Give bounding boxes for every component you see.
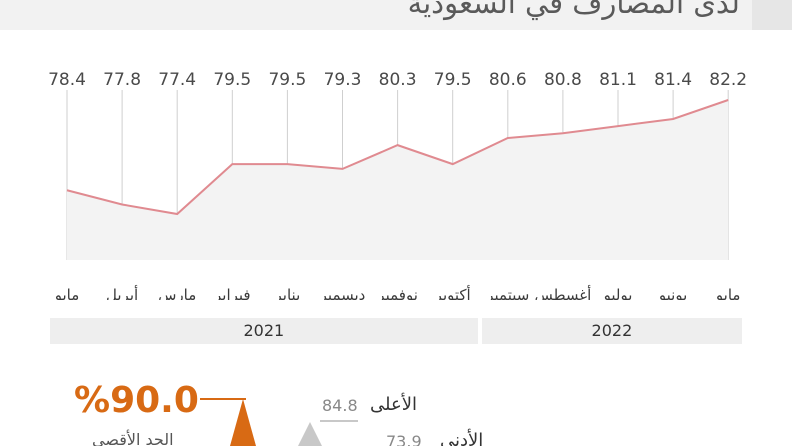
value-label: 79.3 [324, 70, 362, 90]
high-label: الأعلى [370, 394, 417, 415]
month-label: يونيو [658, 286, 687, 300]
month-labels: مايو أبريل مارس فبراير يناير ديسمبر نوفمبر أكتو… [54, 285, 741, 300]
title-strip: لدى المصارف في السعودية [0, 0, 792, 30]
value-label: 77.8 [103, 70, 141, 90]
value-label: 82.2 [709, 70, 747, 90]
month-label: أغسطس [534, 285, 591, 300]
low-label: الأدنى [440, 430, 484, 446]
stats-shapes [200, 398, 358, 446]
month-label: سبتمبر [485, 286, 529, 300]
range-triangle-icon [298, 422, 322, 446]
month-label: يناير [274, 286, 301, 300]
month-label: أكتوبر [434, 285, 471, 300]
low-value: 73.9 [386, 432, 422, 446]
stats-panel: %90.0 الحد الأقصى 84.8 الأعلى 73.9 الأدن… [0, 380, 792, 446]
value-label: 81.1 [599, 70, 637, 90]
chart-title: لدى المصارف في السعودية [407, 0, 740, 20]
line-area-chart: 78.4 77.8 77.4 79.5 79.5 79.3 80.3 79.5 80.6 80.8… [48, 70, 747, 300]
value-label: 79.5 [268, 70, 306, 90]
month-label: مايو [715, 286, 741, 300]
series-line [66, 99, 729, 216]
value-label: 79.5 [434, 70, 472, 90]
max-label: الحد الأقصى [92, 430, 174, 446]
value-label: 80.3 [379, 70, 417, 90]
max-triangle-icon [230, 399, 256, 446]
value-label: 78.4 [48, 70, 86, 90]
value-label: 80.6 [489, 70, 527, 90]
month-label: يوليو [603, 286, 633, 300]
max-percent: %90.0 [74, 380, 199, 421]
title-corner-decoration [752, 0, 792, 30]
value-label: 77.4 [158, 70, 196, 90]
value-label: 80.8 [544, 70, 582, 90]
series-polyline [66, 99, 729, 216]
month-label: فبراير [213, 286, 251, 300]
month-label: مايو [54, 286, 80, 300]
area-fill [67, 100, 729, 260]
month-label: أبريل [106, 285, 138, 300]
month-label: نوفمبر [376, 286, 418, 300]
year-band-2022: 2022 [481, 318, 742, 344]
value-label: 79.5 [213, 70, 251, 90]
month-label: ديسمبر [319, 286, 366, 300]
high-value: 84.8 [322, 396, 358, 415]
month-label: مارس [158, 286, 196, 300]
area-shape [67, 100, 729, 260]
value-labels: 78.4 77.8 77.4 79.5 79.5 79.3 80.3 79.5 80.6 80.8… [48, 70, 747, 90]
value-label: 81.4 [654, 70, 692, 90]
year-band-2021: 2021 [50, 318, 478, 344]
